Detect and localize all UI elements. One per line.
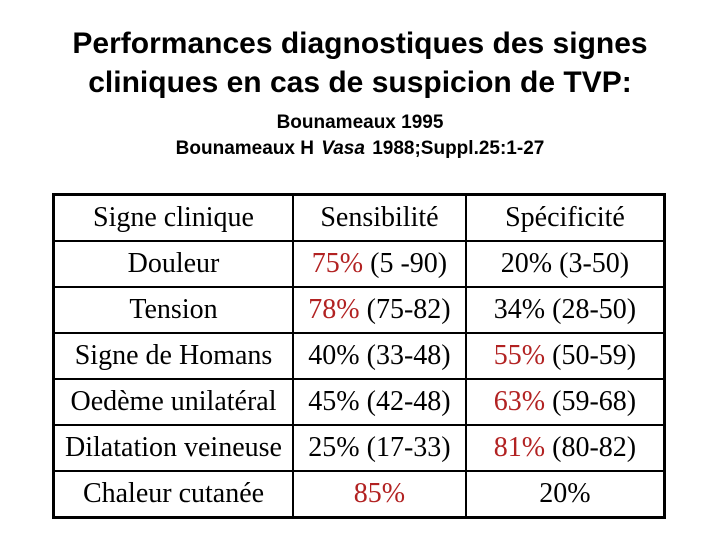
table-row: Douleur 75% (5 -90) 20% (3-50): [52, 239, 666, 288]
sensitivity-cell: 40% (33-48): [292, 331, 467, 381]
sensitivity-value: 25%: [308, 432, 360, 464]
sign-label: Dilatation veineuse: [65, 432, 282, 464]
table-row: Dilatation veineuse 25% (17-33) 81% (80-82…: [52, 424, 666, 473]
col-header-sign: Signe clinique: [52, 193, 294, 242]
header-row: Signe clinique Sensibilité Spécificité: [52, 193, 666, 242]
citation-authors: Bounameaux H: [175, 138, 314, 159]
col-header-sensitivity: Sensibilité: [292, 193, 467, 242]
sign-cell: Oedème unilatéral: [52, 378, 294, 427]
sign-cell: Signe de Homans: [52, 331, 294, 381]
specificity-value: 55%: [493, 339, 546, 371]
sensitivity-value: 40%: [308, 339, 360, 371]
col-header-specificity: Spécificité: [464, 193, 666, 242]
sign-cell: Douleur: [52, 239, 294, 288]
sign-cell: Dilatation veineuse: [52, 424, 294, 473]
specificity-cell: 34% (28-50): [464, 285, 666, 334]
specificity-range: (80-82): [552, 432, 637, 464]
specificity-range: (28-50): [552, 293, 637, 325]
table-row: Oedème unilatéral 45% (42-48) 63% (59-68): [52, 378, 666, 427]
specificity-cell: 63% (59-68): [464, 378, 666, 427]
specificity-value: 20%: [500, 247, 553, 279]
sensitivity-cell: 85%: [292, 470, 467, 519]
specificity-cell: 20% (3-50): [464, 239, 666, 288]
sensitivity-value: 75%: [311, 247, 364, 279]
sign-label: Tension: [129, 293, 218, 325]
specificity-cell: 81% (80-82): [464, 424, 666, 473]
specificity-value: 63%: [493, 386, 546, 418]
sensitivity-range: (17-33): [366, 432, 451, 464]
citation-line-2: Bounameaux H Vasa 1988;Suppl.25:1-27: [0, 136, 720, 162]
citation: Bounameaux 1995 Bounameaux H Vasa 1988;S…: [0, 110, 720, 162]
sensitivity-range: (75-82): [366, 293, 451, 325]
citation-reference: 1988;Suppl.25:1-27: [372, 138, 545, 159]
table-row: Signe de Homans 40% (33-48) 55% (50-59): [52, 331, 666, 381]
specificity-cell: 20%: [464, 470, 666, 519]
sign-label: Douleur: [127, 247, 220, 279]
title-line-2: cliniques en cas de suspicion de TVP:: [88, 66, 632, 99]
sensitivity-value: 85%: [353, 478, 406, 510]
sign-label: Oedème unilatéral: [70, 386, 277, 418]
sign-cell: Chaleur cutanée: [52, 470, 294, 519]
specificity-value: 20%: [539, 478, 591, 510]
sensitivity-cell: 25% (17-33): [292, 424, 467, 473]
sensitivity-value: 45%: [308, 386, 360, 418]
specificity-value: 34%: [493, 293, 546, 325]
sensitivity-range: (33-48): [366, 339, 451, 371]
sensitivity-cell: 78% (75-82): [292, 285, 467, 334]
citation-line-1: Bounameaux 1995: [276, 112, 444, 133]
sensitivity-range: (5 -90): [370, 247, 448, 279]
sensitivity-range: (42-48): [366, 386, 451, 418]
sign-label: Chaleur cutanée: [82, 478, 265, 510]
specificity-value: 81%: [493, 432, 546, 464]
table-row: Tension 78% (75-82) 34% (28-50): [52, 285, 666, 334]
specificity-cell: 55% (50-59): [464, 331, 666, 381]
specificity-range: (59-68): [552, 386, 637, 418]
specificity-range: (50-59): [552, 339, 637, 371]
specificity-range: (3-50): [559, 247, 630, 279]
title-line-1: Performances diagnostiques des signes: [72, 27, 648, 60]
sensitivity-cell: 45% (42-48): [292, 378, 467, 427]
sign-label: Signe de Homans: [74, 339, 273, 371]
table-row: Chaleur cutanée 85% 20%: [52, 470, 666, 519]
clinical-signs-table: Signe clinique Sensibilité Spécificité D…: [52, 193, 666, 519]
slide-title: Performances diagnostiques des signes cl…: [0, 24, 720, 102]
sign-cell: Tension: [52, 285, 294, 334]
sensitivity-cell: 75% (5 -90): [292, 239, 467, 288]
sensitivity-value: 78%: [308, 293, 360, 325]
citation-journal-italic: Vasa: [321, 138, 365, 159]
